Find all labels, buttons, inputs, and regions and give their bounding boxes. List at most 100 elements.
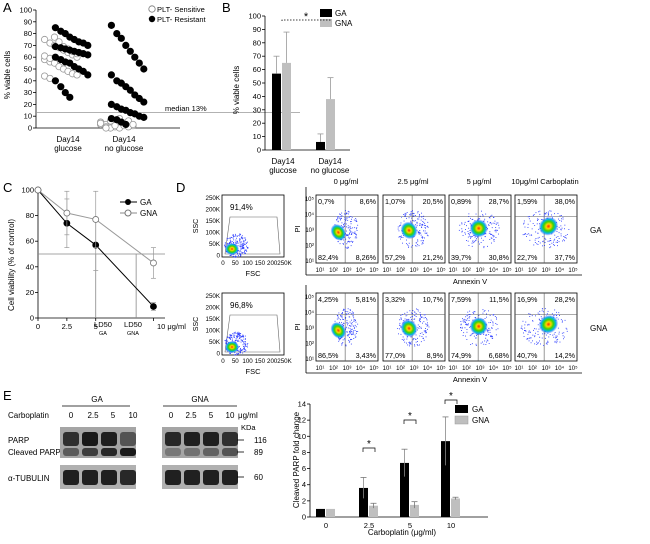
flow-event xyxy=(541,337,543,339)
flow-event xyxy=(490,237,492,239)
flow-event xyxy=(419,214,420,215)
flow-event xyxy=(496,324,498,325)
flow-event xyxy=(534,328,535,330)
scatter-event xyxy=(227,340,229,342)
flow-event xyxy=(346,213,348,214)
flow-event xyxy=(529,234,531,236)
tubulin-band xyxy=(82,470,98,485)
flow-event xyxy=(423,240,424,242)
flow-event xyxy=(478,218,480,220)
log-xtick: 10⁵ xyxy=(502,267,512,274)
flow-event xyxy=(483,247,485,249)
scatter-event xyxy=(245,350,247,351)
flow-event xyxy=(346,230,347,232)
scatter-event xyxy=(243,237,245,239)
flow-event xyxy=(460,321,462,322)
point-sensitive xyxy=(129,120,137,129)
flow-event xyxy=(351,339,353,340)
flow-event xyxy=(421,227,423,228)
scatter-event xyxy=(232,235,234,237)
flow-event xyxy=(426,226,428,228)
scatter-event xyxy=(232,256,234,257)
flow-event xyxy=(547,341,549,343)
scatter-event xyxy=(237,350,239,352)
quadrant-ur: 38,0% xyxy=(555,197,576,206)
scatter-event xyxy=(236,256,237,258)
flow-event xyxy=(351,331,352,333)
flow-event xyxy=(345,219,347,221)
log-ytick: 10⁵ xyxy=(305,294,315,301)
flow-event xyxy=(404,318,406,320)
flow-event xyxy=(421,243,423,245)
point-sensitive xyxy=(50,33,59,41)
flow-event xyxy=(349,225,351,227)
panel-e-ylabel: Cleaved PARP fold change xyxy=(292,411,301,508)
log-ytick: 10⁵ xyxy=(305,196,315,203)
flow-event xyxy=(425,328,426,329)
flow-event xyxy=(537,220,538,221)
flow-event xyxy=(537,334,539,335)
flow-event xyxy=(424,223,426,225)
flow-event xyxy=(538,328,540,330)
condition-label-2: 2.5 μg/ml xyxy=(398,177,429,186)
panel-label-a: A xyxy=(3,0,12,15)
scatter-event xyxy=(242,243,244,245)
flow-event xyxy=(355,321,357,323)
flow-event xyxy=(352,241,353,243)
panel-a-xcat-1-line2: glucose xyxy=(54,144,82,153)
flow-event xyxy=(422,218,424,220)
quadrant-ll: 74,9% xyxy=(451,351,472,360)
flow-event xyxy=(341,344,343,346)
scatter-event xyxy=(229,242,231,243)
flow-event xyxy=(342,310,344,311)
flow-event xyxy=(549,238,551,239)
flow-event xyxy=(537,244,539,245)
flow-event xyxy=(399,225,401,226)
flow-event xyxy=(541,310,543,312)
flow-event xyxy=(345,311,347,312)
flow-event xyxy=(487,340,489,342)
log-xtick: 10¹ xyxy=(515,366,524,372)
flow-event xyxy=(461,230,463,232)
cleaved-parp-band xyxy=(222,448,238,456)
flow-event xyxy=(546,343,548,345)
flow-event xyxy=(527,227,529,228)
flow-event xyxy=(469,235,471,237)
flow-event xyxy=(417,239,419,241)
flow-event xyxy=(536,344,538,345)
flow-event xyxy=(549,240,551,241)
panel-c-ylabel: Cell viability (% of control) xyxy=(7,219,16,311)
scatter-event xyxy=(237,352,239,354)
flow-event xyxy=(568,229,570,230)
panel-e-ytick-label: 8 xyxy=(302,448,306,457)
scatter-event xyxy=(224,246,226,248)
scatter-event xyxy=(241,237,243,239)
flow-event xyxy=(476,238,477,240)
scatter-event xyxy=(241,243,243,245)
flow-event xyxy=(334,320,336,322)
scatter-event xyxy=(235,339,237,341)
bar-ga xyxy=(272,73,281,150)
flow-event xyxy=(467,324,469,326)
flow-event xyxy=(347,210,349,212)
flow-event xyxy=(410,246,412,248)
flow-event xyxy=(350,234,352,235)
flow-event xyxy=(406,212,408,213)
flow-event xyxy=(425,336,427,338)
panel-a-ytick-label: 60 xyxy=(24,53,32,62)
scatter-event xyxy=(237,336,239,337)
flow-event xyxy=(420,240,422,242)
scatter-event xyxy=(236,237,237,239)
flow-event xyxy=(538,211,540,213)
scatter-xtick: 250K xyxy=(277,358,292,365)
quadrant-ll: 77,0% xyxy=(385,351,406,360)
scatter-event xyxy=(234,352,236,354)
flow-event xyxy=(356,234,357,236)
flow-event xyxy=(491,238,493,239)
flow-event xyxy=(423,215,425,217)
scatter-event xyxy=(247,346,248,348)
flow-event xyxy=(347,308,349,310)
flow-event xyxy=(400,317,402,319)
flow-event xyxy=(340,315,342,317)
flow-event xyxy=(407,344,409,346)
